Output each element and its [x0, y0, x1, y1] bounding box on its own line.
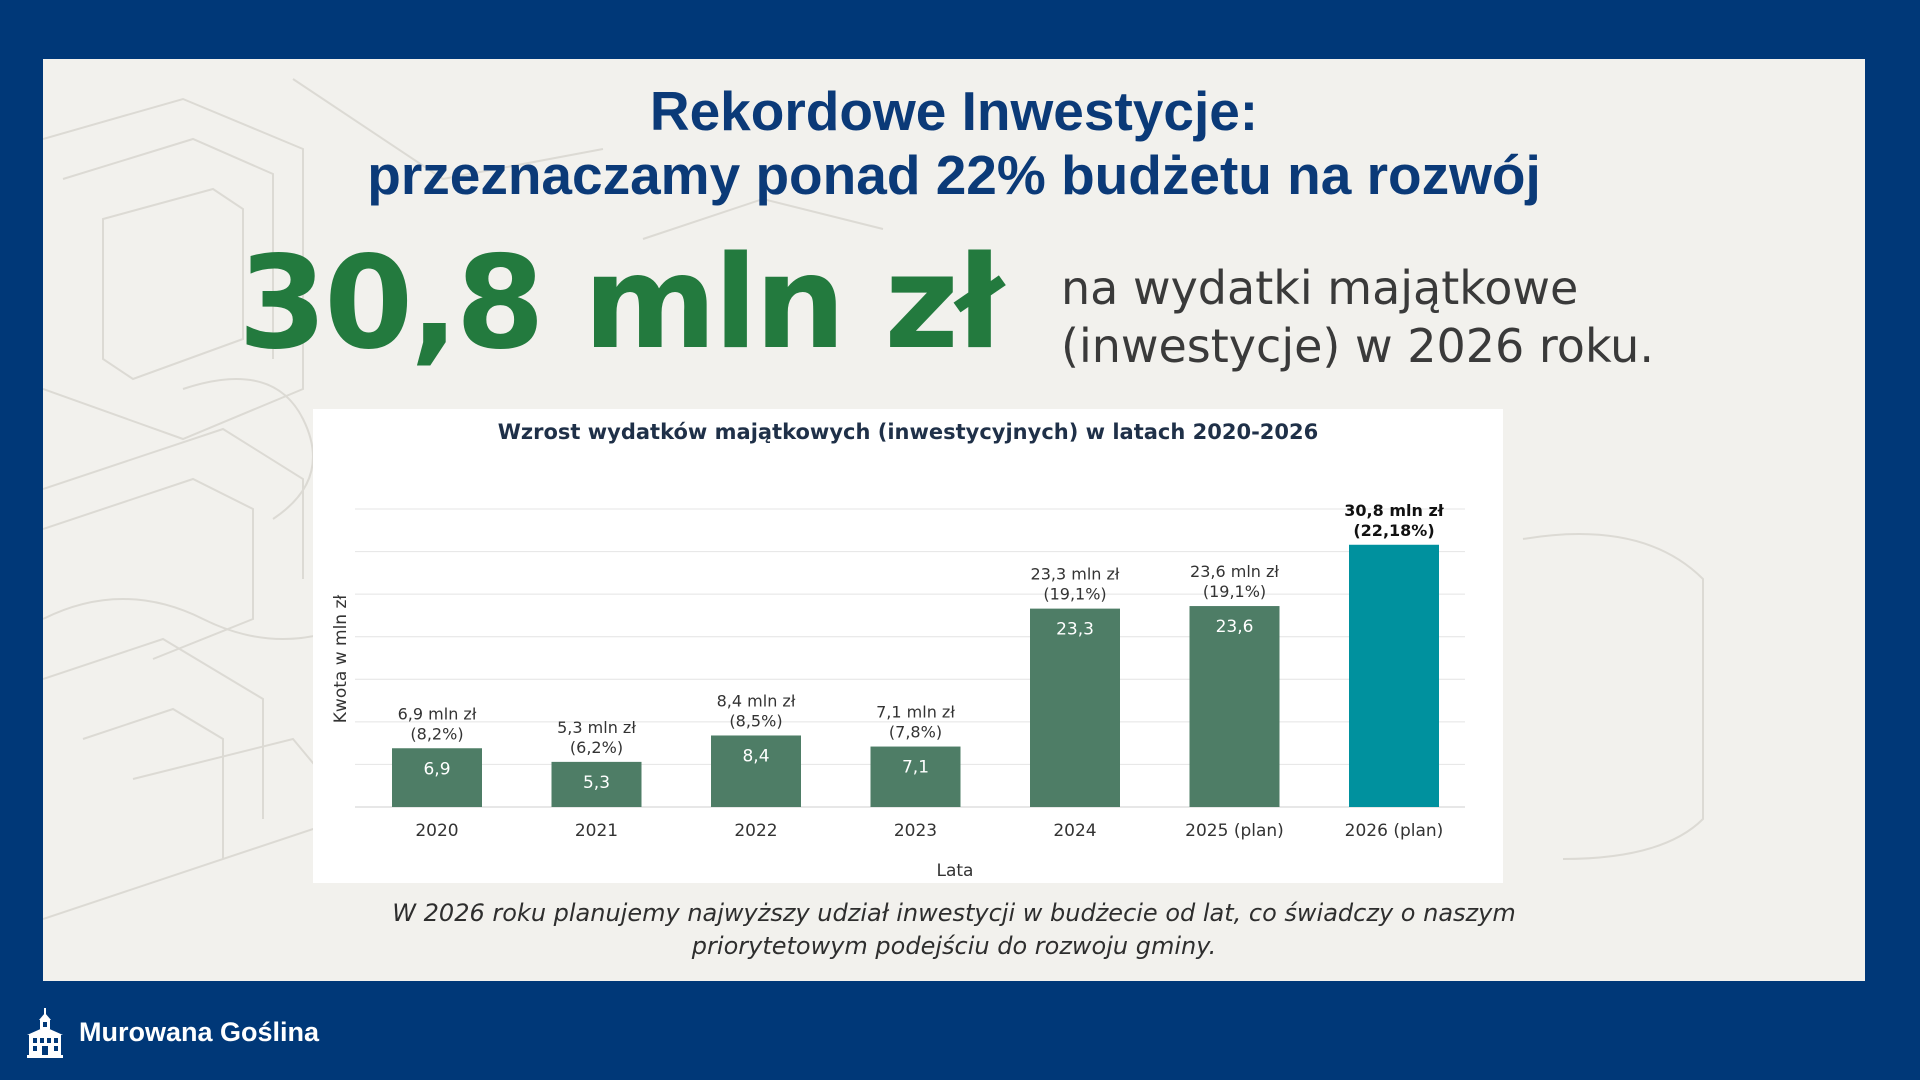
- annotation-share: (19,1%): [1203, 582, 1266, 601]
- annotation-share: (22,18%): [1353, 521, 1434, 540]
- annotation-amount: 6,9 mln zł: [398, 704, 477, 723]
- annotation-share: (8,2%): [410, 724, 463, 743]
- title-line-1: Rekordowe Inwestycje:: [649, 80, 1259, 142]
- annotation-amount: 5,3 mln zł: [557, 718, 636, 737]
- bar-2022: [711, 735, 801, 807]
- caption: W 2026 roku planujemy najwyższy udział i…: [43, 897, 1865, 963]
- x-tick-label: 2025 (plan): [1185, 821, 1284, 841]
- town-hall-logo-icon: [27, 1007, 63, 1058]
- annotation-share: (8,5%): [729, 711, 782, 730]
- annotation-amount: 30,8 mln zł: [1344, 501, 1444, 520]
- x-tick-label: 2024: [1053, 821, 1096, 841]
- bar-2021: [551, 761, 642, 807]
- bar-2025-plan-: [1189, 606, 1280, 807]
- annotation-amount: 8,4 mln zł: [717, 691, 796, 710]
- bar-2026-plan-: [1349, 544, 1439, 807]
- bar-2023: [870, 746, 961, 807]
- annotation-amount: 23,6 mln zł: [1190, 562, 1279, 581]
- x-tick-label: 2021: [575, 821, 618, 841]
- headline-amount: 30,8 mln zł: [238, 229, 1003, 378]
- footer-brand: Murowana Goślina: [25, 1005, 319, 1060]
- caption-line-1: W 2026 roku planujemy najwyższy udział i…: [392, 899, 1516, 927]
- bar-value-label: 6,9: [423, 759, 450, 779]
- annotation-amount: 7,1 mln zł: [876, 703, 955, 722]
- bar-chart: Wzrost wydatków majątkowych (inwestycyjn…: [331, 420, 1465, 881]
- bar-value-label: 7,1: [902, 758, 929, 778]
- caption-line-2: priorytetowym podejściu do rozwoju gminy…: [691, 932, 1217, 960]
- slide-title: Rekordowe Inwestycje: przeznaczamy ponad…: [43, 79, 1865, 207]
- annotation-amount: 23,3 mln zł: [1031, 565, 1120, 584]
- x-tick-label: 2022: [734, 821, 777, 841]
- annotation-share: (19,1%): [1043, 585, 1106, 604]
- x-axis-label: Lata: [937, 861, 974, 881]
- x-tick-label: 2020: [415, 821, 458, 841]
- x-tick-label: 2023: [894, 821, 937, 841]
- bar-value-label: 23,6: [1216, 617, 1254, 637]
- x-tick-label: 2026 (plan): [1345, 821, 1444, 841]
- annotation-share: (6,2%): [570, 738, 623, 757]
- headline-description-line-1: na wydatki majątkowe: [1061, 261, 1579, 315]
- headline-description: na wydatki majątkowe (inwestycje) w 2026…: [1061, 259, 1654, 375]
- bar-2024: [1030, 608, 1120, 807]
- slide-panel: Rekordowe Inwestycje: przeznaczamy ponad…: [43, 59, 1865, 981]
- bar-2020: [392, 748, 482, 807]
- chart-title: Wzrost wydatków majątkowych (inwestycyjn…: [498, 420, 1319, 444]
- annotation-share: (7,8%): [889, 723, 942, 742]
- title-line-2: przeznaczamy ponad 22% budżetu na rozwój: [367, 144, 1541, 206]
- chart-card: Wzrost wydatków majątkowych (inwestycyjn…: [313, 409, 1503, 883]
- bar-value-label: 8,4: [742, 746, 769, 766]
- headline-description-line-2: (inwestycje) w 2026 roku.: [1061, 319, 1654, 373]
- bar-value-label: 5,3: [583, 773, 610, 793]
- footer-town-name: Murowana Goślina: [79, 1017, 320, 1047]
- bar-value-label: 23,3: [1056, 620, 1094, 640]
- y-axis-label: Kwota w mln zł: [331, 595, 351, 724]
